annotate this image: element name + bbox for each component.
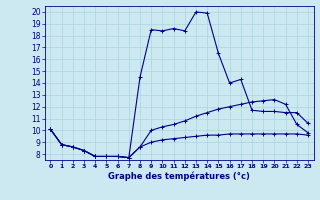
- X-axis label: Graphe des températures (°c): Graphe des températures (°c): [108, 172, 250, 181]
